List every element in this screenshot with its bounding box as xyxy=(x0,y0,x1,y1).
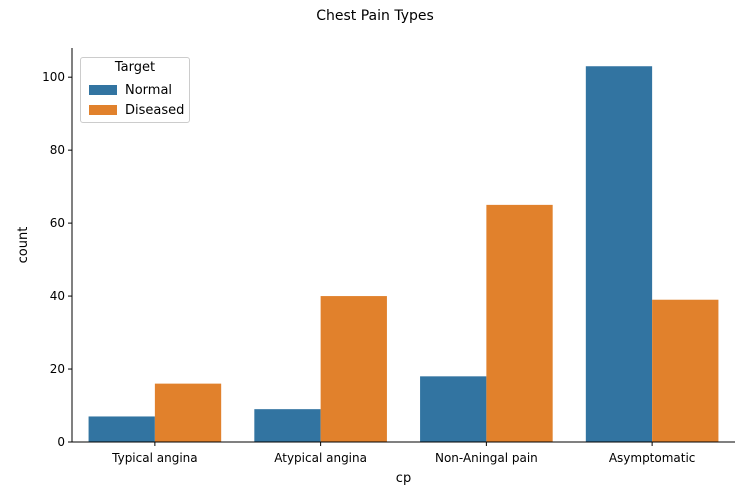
bar-diseased-1 xyxy=(154,383,222,442)
y-tick-label: 0 xyxy=(57,435,65,449)
legend-item-diseased: Diseased xyxy=(89,102,184,118)
legend-label-diseased: Diseased xyxy=(125,102,185,118)
y-tick-label: 60 xyxy=(50,216,65,230)
y-tick-label: 100 xyxy=(42,70,65,84)
legend-label-normal: Normal xyxy=(125,82,173,98)
x-tick-label: Non-Aningal pain xyxy=(435,451,538,465)
legend: Target Normal Diseased xyxy=(80,57,190,123)
bar-diseased-4 xyxy=(652,299,719,442)
bar-diseased-3 xyxy=(486,204,553,442)
x-tick-label: Typical angina xyxy=(111,451,197,465)
y-axis-label: count xyxy=(16,227,31,264)
x-tick-label: Asymptomatic xyxy=(609,451,696,465)
legend-title: Target xyxy=(114,60,156,75)
bar-diseased-2 xyxy=(320,296,387,442)
bar-normal-1 xyxy=(88,416,155,442)
x-tick-label: Atypical angina xyxy=(274,451,367,465)
legend-swatch-normal xyxy=(89,85,117,95)
y-tick-label: 20 xyxy=(50,362,65,376)
y-tick-label: 40 xyxy=(50,289,65,303)
legend-item-normal: Normal xyxy=(89,82,172,98)
bar-normal-4 xyxy=(585,66,653,443)
legend-swatch-diseased xyxy=(89,105,117,115)
bar-normal-3 xyxy=(420,376,487,442)
chart-title: Chest Pain Types xyxy=(316,8,434,24)
y-tick-label: 80 xyxy=(50,143,65,157)
x-axis-label: cp xyxy=(396,471,411,486)
bar-normal-2 xyxy=(254,409,321,442)
